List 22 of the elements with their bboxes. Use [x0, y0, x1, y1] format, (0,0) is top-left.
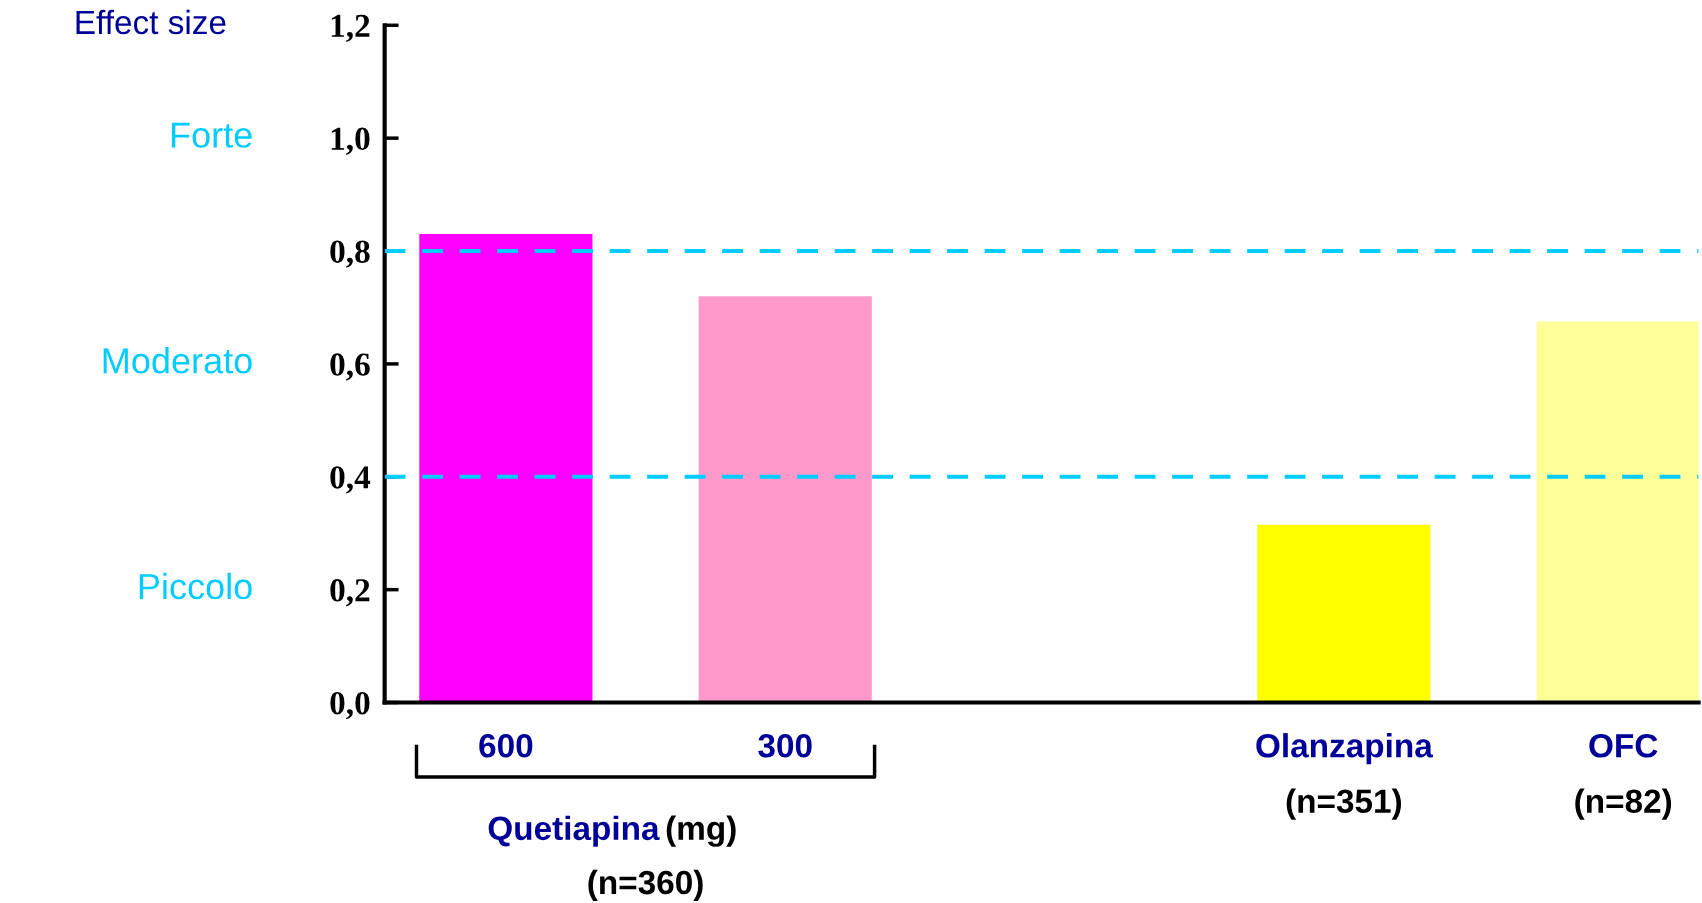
x-tick-label: Olanzapina: [1256, 733, 1433, 765]
y-tick-label: 1,0: [331, 127, 370, 155]
bar: [419, 234, 593, 703]
y-tick-label: 1,2: [331, 14, 370, 43]
text: (n=351): [1286, 788, 1402, 820]
text: Piccolo: [139, 572, 252, 600]
text: (mg): [666, 815, 736, 847]
y-tick-label: 0,0: [330, 691, 370, 720]
text: Quetiapina: [488, 815, 660, 847]
x-tick-label: 300: [758, 733, 812, 758]
y-tick-label: 0,2: [330, 579, 370, 607]
bar: [698, 296, 872, 703]
x-tick-label: 600: [479, 733, 533, 758]
text: (n=360): [588, 869, 703, 901]
y-tick-label: 0,4: [330, 466, 371, 494]
text: (n=82): [1575, 788, 1672, 820]
y-tick-label: 0,8: [330, 240, 370, 268]
y-axis-title: Effect size: [76, 9, 226, 35]
text: Moderato: [103, 347, 252, 374]
x-tick-label: OFC: [1589, 733, 1658, 758]
text: Forte: [171, 122, 252, 148]
y-tick-label: 0,6: [330, 353, 370, 381]
